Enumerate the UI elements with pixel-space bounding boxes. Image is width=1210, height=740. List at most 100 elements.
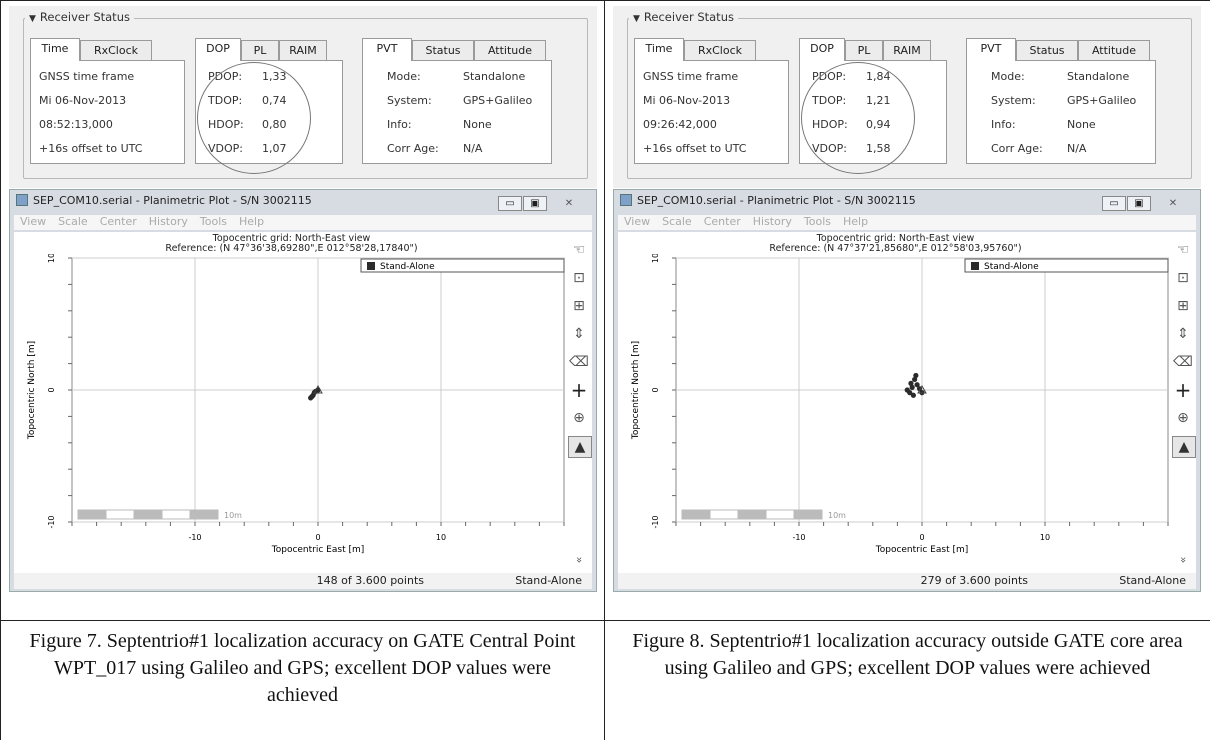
maximize-button[interactable]: ▣ bbox=[523, 196, 547, 211]
tab-dop[interactable]: DOP bbox=[195, 38, 241, 61]
eraser-icon[interactable]: ⌫ bbox=[1173, 354, 1193, 370]
menu-item-scale[interactable]: Scale bbox=[662, 215, 692, 228]
menu-item-view[interactable]: View bbox=[624, 215, 651, 228]
pvt-value: N/A bbox=[1067, 142, 1087, 155]
figure-cell-8: ▼ Receiver Status Time RxClock GNSS time fra… bbox=[605, 0, 1210, 740]
receiver-status-panel: ▼ Receiver Status Time RxClock GNSS time fra… bbox=[613, 6, 1201, 188]
menu-item-tools[interactable]: Tools bbox=[803, 215, 831, 228]
planimetric-plot-window: SEP_COM10.serial - Planimetric Plot - S/… bbox=[9, 189, 597, 592]
pvt-label: Info: bbox=[387, 118, 412, 131]
menu-item-tools[interactable]: Tools bbox=[199, 215, 227, 228]
x-tick-label: 0 bbox=[315, 533, 320, 542]
add-marker-icon[interactable]: + bbox=[570, 378, 588, 402]
receiver-status-header[interactable]: ▼ Receiver Status bbox=[25, 10, 134, 24]
center-crosshair-icon[interactable]: ⊕ bbox=[573, 410, 585, 426]
window-controls: ▭ ▣ ✕ bbox=[1101, 191, 1194, 212]
menu-item-center[interactable]: Center bbox=[703, 215, 741, 228]
menu-item-help[interactable]: Help bbox=[843, 215, 869, 228]
menu-item-view[interactable]: View bbox=[20, 215, 47, 228]
minimize-button[interactable]: ▭ bbox=[1102, 196, 1126, 211]
zoom-fit-icon[interactable]: ⊡ bbox=[573, 270, 585, 286]
zoom-fit-icon[interactable]: ⊡ bbox=[1177, 270, 1189, 286]
move-icon[interactable]: ⇕ bbox=[1177, 326, 1189, 342]
y-axis-label: Topocentric North [m] bbox=[27, 341, 37, 440]
zoom-extent-icon[interactable]: ⊞ bbox=[1177, 298, 1189, 314]
chevron-down-icon[interactable]: » bbox=[1177, 556, 1190, 564]
pan-hand-icon[interactable]: ☜ bbox=[572, 242, 586, 258]
scale-bar-segment bbox=[161, 509, 191, 520]
position-point bbox=[910, 392, 916, 398]
tab-time[interactable]: Time bbox=[30, 38, 80, 61]
menu-item-help[interactable]: Help bbox=[239, 215, 265, 228]
points-count: 279 of 3.600 points bbox=[920, 574, 1028, 587]
menu-item-scale[interactable]: Scale bbox=[58, 215, 88, 228]
receiver-status-title: Receiver Status bbox=[39, 10, 130, 24]
chevron-down-icon[interactable]: » bbox=[573, 556, 586, 564]
pvt-value: None bbox=[463, 118, 492, 131]
plot-area[interactable]: Topocentric grid: North-East view Referen… bbox=[618, 232, 1173, 575]
tab-raim[interactable]: RAIM bbox=[883, 40, 931, 60]
move-icon[interactable]: ⇕ bbox=[573, 326, 585, 342]
table-top-border bbox=[0, 0, 1210, 1]
tab-pl[interactable]: PL bbox=[241, 40, 279, 60]
eraser-icon[interactable]: ⌫ bbox=[569, 354, 589, 370]
legend-swatch bbox=[367, 262, 375, 270]
scale-bar-segment bbox=[681, 509, 711, 520]
collapse-triangle-icon[interactable]: ▼ bbox=[633, 14, 640, 24]
close-button[interactable]: ✕ bbox=[564, 198, 574, 209]
window-title-bar: SEP_COM10.serial - Planimetric Plot - S/… bbox=[16, 194, 312, 207]
add-marker-icon[interactable]: + bbox=[1174, 378, 1192, 402]
status-mode: Stand-Alone bbox=[1119, 574, 1186, 587]
x-axis-label: Topocentric East [m] bbox=[875, 545, 969, 555]
tab-pl[interactable]: PL bbox=[845, 40, 883, 60]
scatter-plot[interactable]: -10 0 10 -10 0 10 Stand-Alone 10m Topocentric Ea… bbox=[618, 254, 1173, 574]
pvt-label: System: bbox=[387, 94, 432, 107]
tab-status[interactable]: Status bbox=[412, 40, 474, 60]
tab-rxclock[interactable]: RxClock bbox=[80, 40, 152, 60]
tab-status[interactable]: Status bbox=[1016, 40, 1078, 60]
tab-raim[interactable]: RAIM bbox=[279, 40, 327, 60]
reference-triangle-icon[interactable]: ▲ bbox=[1172, 436, 1196, 458]
maximize-button[interactable]: ▣ bbox=[1127, 196, 1151, 211]
tab-pvt[interactable]: PVT bbox=[966, 38, 1016, 61]
plot-toolbar: ☜ ⊡ ⊞ ⇕ ⌫ + ⊕ ▲ » bbox=[566, 232, 592, 575]
zoom-extent-icon[interactable]: ⊞ bbox=[573, 298, 585, 314]
figure-cell-7: ▼ Receiver Status Time RxClock GNSS time fra… bbox=[0, 0, 605, 740]
time-line: +16s offset to UTC bbox=[39, 142, 143, 155]
receiver-status-header[interactable]: ▼ Receiver Status bbox=[629, 10, 738, 24]
x-tick-label: 0 bbox=[919, 533, 924, 542]
tab-dop[interactable]: DOP bbox=[799, 38, 845, 61]
tab-rxclock[interactable]: RxClock bbox=[684, 40, 756, 60]
scale-bar-segment bbox=[793, 509, 823, 520]
menu-item-center[interactable]: Center bbox=[99, 215, 137, 228]
time-content: GNSS time frame Mi 06-Nov-2013 09:26:42,00… bbox=[634, 60, 789, 164]
receiver-status-panel: ▼ Receiver Status Time RxClock GNSS time fra… bbox=[9, 6, 597, 188]
scale-bar-segment bbox=[765, 509, 795, 520]
window-title-bar: SEP_COM10.serial - Planimetric Plot - S/… bbox=[620, 194, 916, 207]
close-button[interactable]: ✕ bbox=[1168, 198, 1178, 209]
reference-triangle-icon[interactable]: ▲ bbox=[568, 436, 592, 458]
tab-attitude[interactable]: Attitude bbox=[474, 40, 546, 60]
pvt-value: N/A bbox=[463, 142, 483, 155]
pvt-value: GPS+Galileo bbox=[1067, 94, 1137, 107]
scale-bar-segment bbox=[77, 509, 107, 520]
legend-swatch bbox=[971, 262, 979, 270]
legend-label: Stand-Alone bbox=[984, 262, 1039, 272]
plot-area[interactable]: Topocentric grid: North-East view Referen… bbox=[14, 232, 569, 575]
position-point bbox=[912, 376, 918, 383]
tab-time[interactable]: Time bbox=[634, 38, 684, 61]
pan-hand-icon[interactable]: ☜ bbox=[1176, 242, 1190, 258]
menu-item-history[interactable]: History bbox=[752, 215, 792, 228]
tab-pvt[interactable]: PVT bbox=[362, 38, 412, 61]
minimize-button[interactable]: ▭ bbox=[498, 196, 522, 211]
collapse-triangle-icon[interactable]: ▼ bbox=[29, 14, 36, 24]
pvt-label: Mode: bbox=[991, 70, 1025, 83]
pvt-value: None bbox=[1067, 118, 1096, 131]
menu-item-history[interactable]: History bbox=[148, 215, 188, 228]
center-crosshair-icon[interactable]: ⊕ bbox=[1177, 410, 1189, 426]
window-status-bar: 279 of 3.600 points Stand-Alone bbox=[618, 573, 1196, 589]
scatter-plot[interactable]: -10 0 10 -10 0 10 Stand-Alone 10m Topocentric Ea… bbox=[14, 254, 569, 574]
plot-header-reference: Reference: (N 47°37'21,85680",E 012°58'0… bbox=[769, 243, 1022, 254]
table-mid-border bbox=[0, 620, 1210, 621]
tab-attitude[interactable]: Attitude bbox=[1078, 40, 1150, 60]
